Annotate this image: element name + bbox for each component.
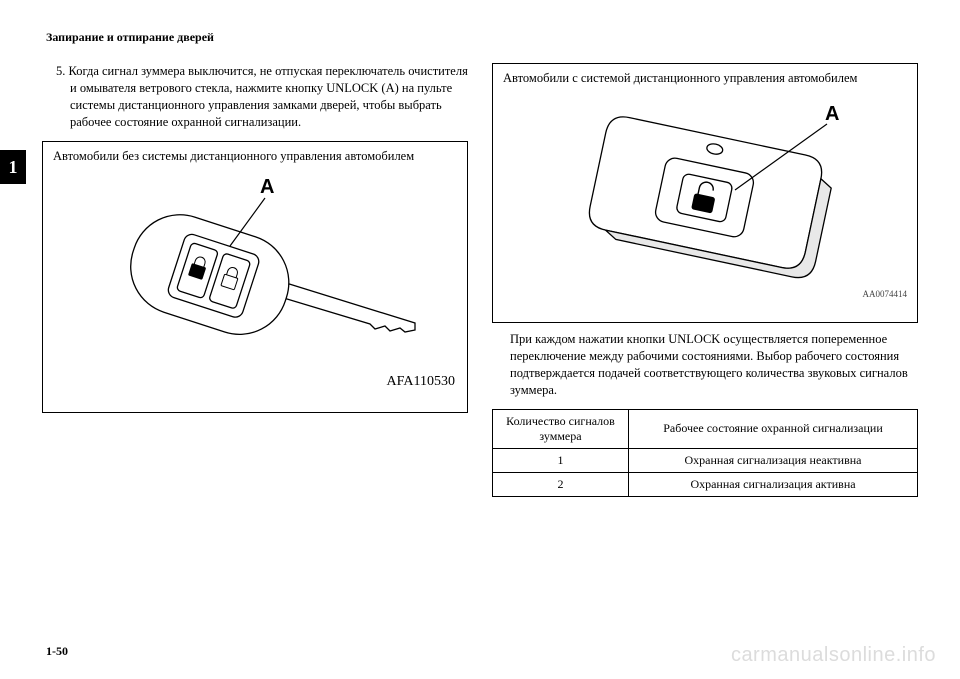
label-a-right: A xyxy=(825,103,839,125)
watermark: carmanualsonline.info xyxy=(731,644,936,667)
content-columns: 5. Когда сигнал зуммера выключится, не о… xyxy=(42,63,918,497)
table-header-buzzer: Количество сигналов зуммера xyxy=(493,409,629,448)
right-column: Автомобили с системой дистанционного упр… xyxy=(492,63,918,497)
figure-caption-right: Автомобили с системой дистанционного упр… xyxy=(493,64,917,90)
figure-box-left: Автомобили без системы дистанционного уп… xyxy=(42,141,468,413)
chapter-tab: 1 xyxy=(0,150,26,184)
table-row: Количество сигналов зуммера Рабочее сост… xyxy=(493,409,918,448)
figure-svg-left: A xyxy=(43,168,467,372)
table-row: 2 Охранная сигнализация активна xyxy=(493,472,918,496)
instruction-text: Когда сигнал зуммера выключится, не отпу… xyxy=(69,64,468,129)
table-row: 1 Охранная сигнализация неактивна xyxy=(493,448,918,472)
key-illustration-left: A xyxy=(55,168,455,368)
table-header-state: Рабочее состояние охранной сигнализации xyxy=(629,409,918,448)
page-number: 1-50 xyxy=(46,644,68,659)
instruction-number: 5. xyxy=(56,64,65,78)
table-cell: Охранная сигнализация неактивна xyxy=(629,448,918,472)
table-cell: 2 xyxy=(493,472,629,496)
page: Запирание и отпирание дверей 1 5. Когда … xyxy=(0,0,960,679)
figure-caption-left: Автомобили без системы дистанционного уп… xyxy=(43,142,467,168)
table-cell: Охранная сигнализация активна xyxy=(629,472,918,496)
state-table: Количество сигналов зуммера Рабочее сост… xyxy=(492,409,918,497)
label-a-left: A xyxy=(260,176,274,198)
instruction-item-5: 5. Когда сигнал зуммера выключится, не о… xyxy=(42,63,468,131)
figure-box-right: Автомобили с системой дистанционного упр… xyxy=(492,63,918,323)
figure-code-right: AA0074414 xyxy=(493,289,917,303)
after-figure-text: При каждом нажатии кнопки UNLOCK осущест… xyxy=(492,323,918,409)
page-header: Запирание и отпирание дверей xyxy=(46,30,918,45)
left-column: 5. Когда сигнал зуммера выключится, не о… xyxy=(42,63,468,497)
key-illustration-right: A xyxy=(505,90,905,285)
figure-code-left: AFA110530 xyxy=(43,372,467,396)
table-cell: 1 xyxy=(493,448,629,472)
figure-svg-right: A xyxy=(493,90,917,289)
